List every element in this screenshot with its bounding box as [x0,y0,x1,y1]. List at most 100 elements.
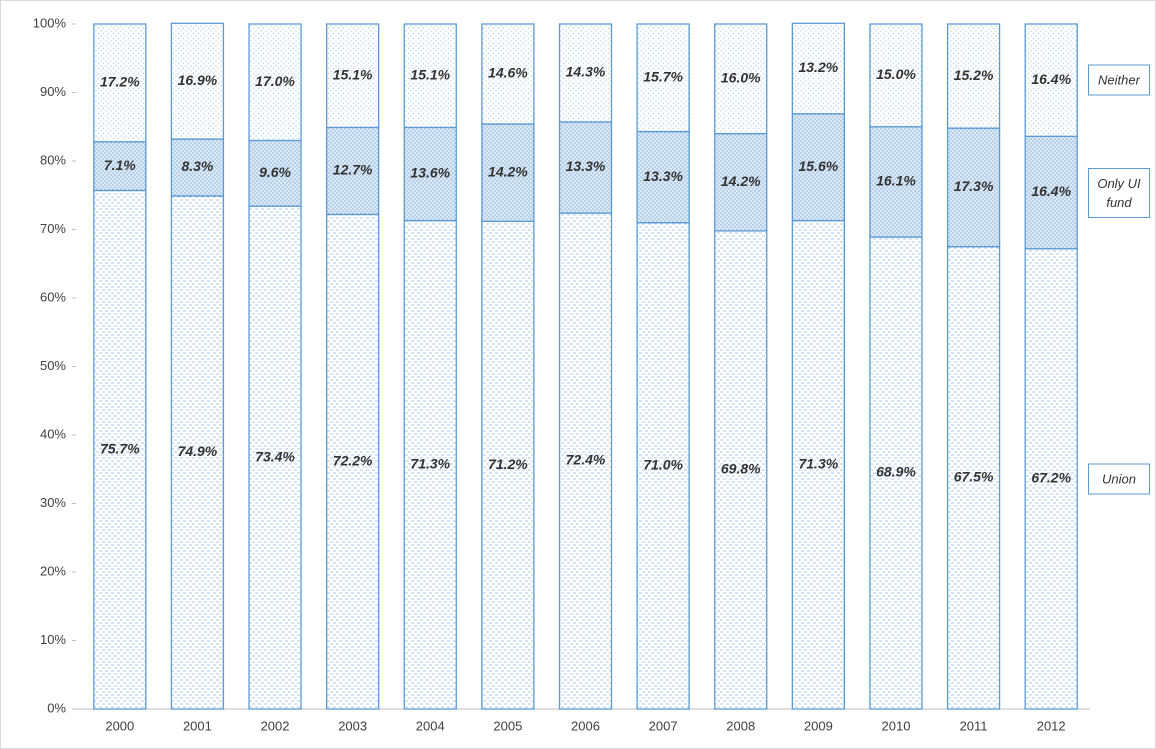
y-tick-label: 70% [40,221,66,236]
bar-segment [481,23,535,125]
value-label: 15.6% [798,158,838,174]
value-label: 16.0% [721,70,761,86]
value-label: 16.9% [178,72,218,88]
x-tick-label: 2007 [649,718,678,733]
value-label: 7.1% [104,157,136,173]
x-tick-label: 2003 [338,718,367,733]
x-tick-label: 2005 [493,718,522,733]
value-label: 13.2% [798,59,838,75]
x-tick-label: 2011 [960,718,988,733]
bar-segment [946,245,1001,710]
bar-segment [714,23,768,135]
bar-segment [403,23,457,129]
x-tick-label: 2010 [882,718,911,733]
bar-segment [403,219,457,710]
legend-entry: Union [1088,463,1150,495]
bar-segment [93,189,147,710]
x-tick-label: 2002 [261,718,290,733]
y-tick-label: 40% [40,426,66,441]
value-label: 15.7% [643,68,683,84]
bar-segment [248,205,302,710]
bar-segment [714,230,768,710]
value-label: 71.2% [488,456,528,472]
bar-segment [170,138,225,197]
x-tick-label: 2001 [183,718,212,733]
value-label: 17.2% [100,74,140,90]
value-label: 14.2% [488,163,528,179]
y-tick-label: 0% [47,700,66,715]
bar-segment [791,219,845,710]
value-label: 73.4% [255,448,295,464]
bar-segment [93,23,147,143]
value-label: 13.3% [643,168,683,184]
y-tick-label: 60% [40,289,66,304]
y-tick-label: 10% [40,632,66,647]
value-label: 68.9% [876,464,916,480]
bar-segment [869,126,923,238]
value-label: 9.6% [259,164,291,180]
bar-segment [326,126,380,216]
y-tick-label: 50% [40,358,66,373]
value-label: 15.0% [876,66,916,82]
bar-segment [558,212,613,710]
bar-segment [1024,23,1078,137]
bar-segment [170,195,225,710]
bar-segment [636,23,690,133]
y-tick-label: 20% [40,563,66,578]
value-label: 17.3% [954,178,994,194]
legend-entry: Only UI fund [1088,167,1150,218]
value-label: 15.1% [410,66,450,82]
bar-segment [791,22,845,115]
value-label: 12.7% [333,162,373,178]
x-tick-label: 2000 [105,718,134,733]
value-label: 13.3% [566,158,606,174]
value-label: 17.0% [255,73,295,89]
value-label: 75.7% [100,440,140,456]
bar-segment [326,23,380,129]
bar-segment [481,123,535,222]
value-label: 67.2% [1031,470,1071,486]
bar-segment [558,121,613,214]
value-label: 71.3% [798,456,838,472]
value-label: 15.2% [954,67,994,83]
value-label: 13.6% [410,165,450,181]
value-label: 72.2% [333,452,373,468]
bar-segment [636,130,690,224]
value-label: 16.1% [876,173,916,189]
bar-segment [869,23,923,128]
x-tick-label: 2012 [1037,718,1066,733]
value-label: 15.1% [333,66,373,82]
bar-segment [403,126,457,222]
bar-segment [481,220,535,710]
value-label: 16.4% [1031,71,1071,87]
value-label: 8.3% [181,158,213,174]
bar-segment [170,22,225,140]
bar-segment [714,132,768,232]
value-label: 71.3% [410,456,450,472]
value-label: 74.9% [178,443,218,459]
y-tick-label: 80% [40,152,66,167]
bar-segment [248,23,302,142]
bar-segment [1024,248,1078,710]
value-label: 16.4% [1031,183,1071,199]
x-tick-label: 2008 [726,718,755,733]
value-label: 71.0% [643,457,683,473]
legend-entry: Neither [1088,64,1150,96]
value-label: 14.2% [721,173,761,189]
value-label: 72.4% [566,452,606,468]
y-tick-label: 100% [33,15,67,30]
y-tick-label: 30% [40,495,66,510]
value-label: 69.8% [721,461,761,477]
value-label: 67.5% [954,469,994,485]
bar-segment [248,139,302,207]
x-tick-label: 2009 [804,718,833,733]
value-label: 14.3% [566,64,606,80]
bar-segment [946,23,1001,129]
x-tick-label: 2004 [416,718,445,733]
bar-segment [636,221,690,710]
value-label: 14.6% [488,65,528,81]
x-tick-label: 2006 [571,718,600,733]
y-tick-label: 90% [40,84,66,99]
